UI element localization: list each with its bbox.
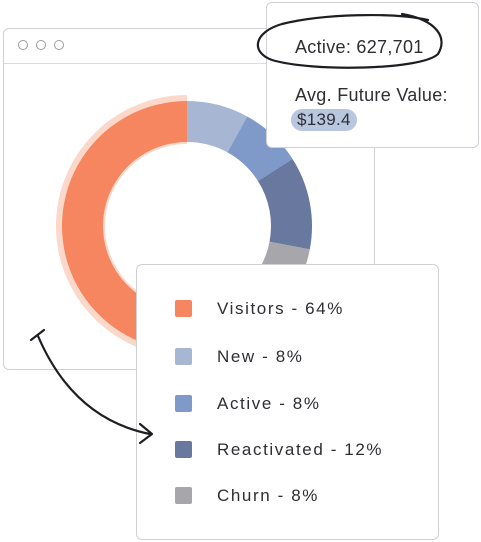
window-control-dot-icon[interactable]	[36, 40, 46, 50]
legend-label: Active - 8%	[217, 394, 321, 413]
legend-label: Visitors - 64%	[217, 299, 344, 318]
legend-swatch	[175, 487, 192, 504]
donut-slice-reactivated[interactable]	[257, 159, 312, 250]
window-title-bar	[4, 29, 374, 64]
legend-label: Reactivated - 12%	[217, 440, 384, 459]
donut-slice-active[interactable]	[227, 116, 293, 181]
legend-swatch	[175, 300, 192, 317]
active-count-label: Active: 627,701	[295, 37, 424, 57]
active-tooltip: Active: 627,701 Avg. Future Value: $139.…	[266, 2, 479, 148]
donut-slice-visitors[interactable]	[61, 101, 284, 351]
avg-future-value: $139.4	[291, 109, 357, 131]
window-control-dot-icon[interactable]	[54, 40, 64, 50]
legend-label: New - 8%	[217, 347, 304, 366]
chart-legend: Visitors - 64% New - 8% Active - 8% Reac…	[136, 264, 439, 540]
legend-swatch	[175, 395, 192, 412]
donut-slice-new[interactable]	[187, 101, 248, 153]
legend-swatch	[175, 441, 192, 458]
hand-drawn-circle-icon	[256, 12, 443, 69]
legend-swatch	[175, 348, 192, 365]
window-control-dot-icon[interactable]	[18, 40, 28, 50]
legend-label: Churn - 8%	[217, 486, 319, 505]
avg-future-value-label: Avg. Future Value:	[295, 85, 448, 105]
